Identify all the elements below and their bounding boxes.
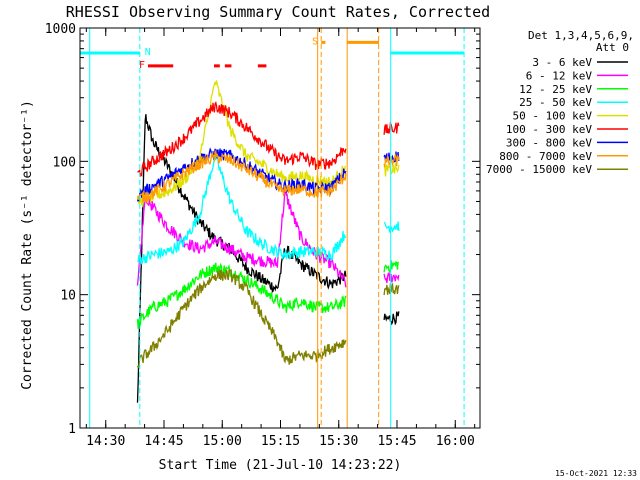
- legend-label-5: 50 - 100 keV: [513, 110, 593, 123]
- legend-header-line-2: Att 0: [596, 41, 629, 54]
- legend-label-1: 3 - 6 keV: [532, 56, 592, 69]
- flag-n-label: N: [145, 47, 151, 58]
- legend-label-8: 800 - 7000 keV: [499, 150, 592, 163]
- y-tick-label-2: 10: [60, 289, 76, 304]
- series-5-trace-1: [136, 80, 346, 208]
- series-6: [137, 101, 400, 177]
- flag-s-label: S: [312, 36, 318, 47]
- series-5-trace-2: [383, 163, 400, 177]
- x-tick-label-2: 14:45: [144, 434, 183, 449]
- series-3: [136, 260, 400, 329]
- series-9: [136, 268, 400, 369]
- y-axis-label: Corrected Count Rate (s⁻¹ detector⁻¹): [20, 100, 35, 390]
- y-tick-label-3: 100: [53, 155, 76, 170]
- legend-label-2: 6 - 12 keV: [526, 69, 593, 82]
- series-8: [136, 149, 400, 203]
- flag-f-label: F: [139, 60, 145, 71]
- legend-label-9: 7000 - 15000 keV: [486, 163, 592, 176]
- series-3-trace-1: [136, 262, 347, 329]
- x-tick-label-6: 15:45: [377, 434, 416, 449]
- series-2: [136, 188, 400, 288]
- overlay-layer: NF S: [80, 28, 465, 428]
- x-tick-label-1: 14:30: [86, 434, 125, 449]
- x-tick-label-3: 15:00: [203, 434, 242, 449]
- plot-frame: [79, 27, 481, 429]
- footer-timestamp: 15-Oct-2021 12:33: [555, 469, 637, 478]
- x-tick-label-7: 16:00: [436, 434, 475, 449]
- x-tick-label-4: 15:15: [261, 434, 300, 449]
- series-2-trace-2: [383, 272, 400, 284]
- chart-title: RHESSI Observing Summary Count Rates, Co…: [66, 3, 490, 21]
- series-8-trace-2: [383, 152, 400, 168]
- series-6-trace-2: [383, 121, 400, 135]
- series-3-trace-2: [383, 260, 400, 273]
- legend-label-6: 100 - 300 keV: [506, 123, 592, 136]
- series-4: [137, 150, 400, 265]
- y-tick-label-1: 1: [68, 422, 76, 437]
- series-4-trace-1: [137, 150, 347, 265]
- legend-label-3: 12 - 25 keV: [519, 83, 592, 96]
- series-9-trace-1: [136, 268, 347, 369]
- legend-label-7: 300 - 800 keV: [506, 136, 592, 149]
- series-5: [136, 80, 400, 208]
- x-tick-label-5: 15:30: [319, 434, 358, 449]
- series-layer: [136, 80, 400, 403]
- legend-label-4: 25 - 50 keV: [519, 96, 592, 109]
- series-6-trace-1: [137, 101, 347, 177]
- legend-header-line-1: Det 1,3,4,5,6,9,: [528, 29, 634, 42]
- axis-layer: 14:30 14:45 15:00 15:15 15:30 15:45 16:00 1 10 10…: [45, 22, 480, 449]
- y-tick-label-4: 1000: [45, 22, 76, 37]
- x-axis-label: Start Time (21-Jul-10 14:23:22): [159, 458, 402, 473]
- series-9-trace-2: [383, 283, 400, 296]
- series-7-trace-1: [136, 147, 347, 202]
- series-4-trace-2: [383, 221, 400, 233]
- series-8-trace-1: [136, 149, 347, 203]
- series-1-trace-2: [383, 311, 400, 326]
